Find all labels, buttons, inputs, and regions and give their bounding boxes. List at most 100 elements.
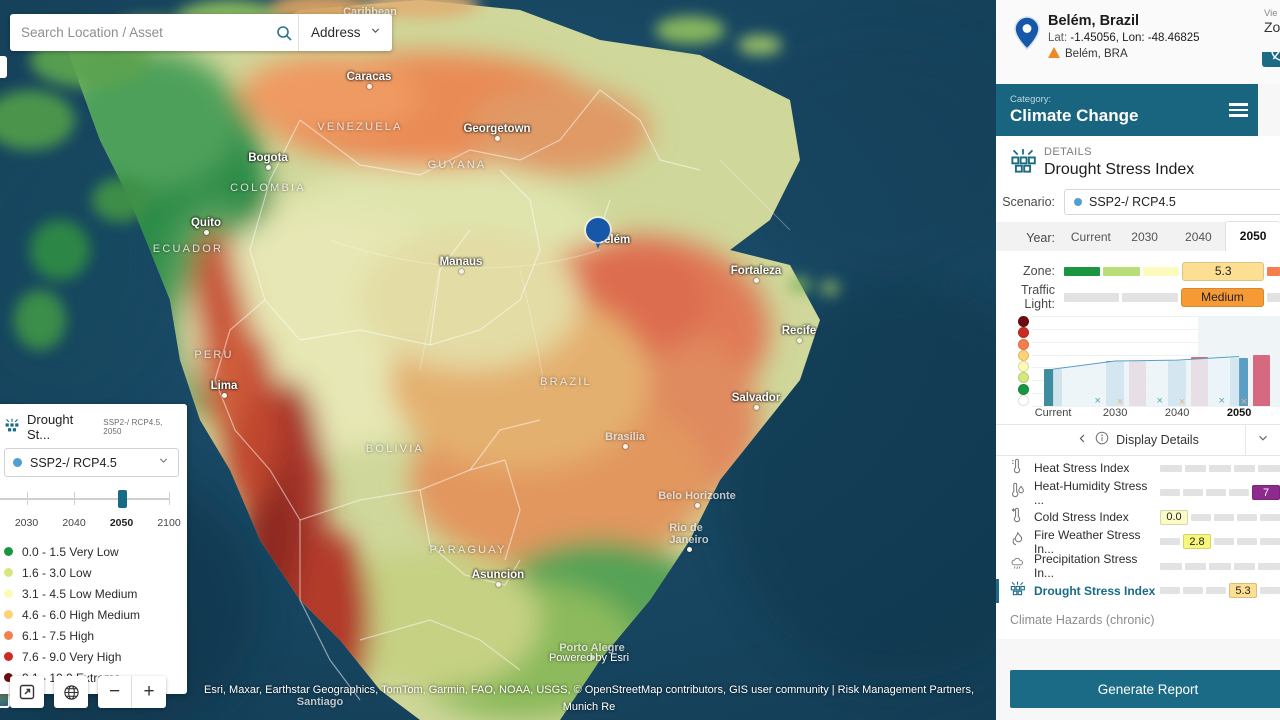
chevron-left-icon[interactable] xyxy=(1077,431,1088,449)
zoom-out-button[interactable]: − xyxy=(98,676,132,708)
chart-scale-dots xyxy=(1018,316,1030,406)
hamburger-menu-icon[interactable] xyxy=(1229,103,1248,117)
chevron-down-icon[interactable] xyxy=(1256,431,1270,450)
index-row[interactable]: Heat-Humidity Stress ... 7 xyxy=(996,479,1280,507)
legend-item[interactable]: 3.1 - 4.5 Low Medium xyxy=(4,583,179,604)
index-row[interactable]: Fire Weather Stress In... 2.8 xyxy=(996,528,1280,556)
location-alert-label: Belém, BRA xyxy=(1065,48,1128,60)
chart-gridline xyxy=(1032,354,1280,356)
legend-item-label: 0.0 - 1.5 Very Low xyxy=(22,544,119,559)
chart-gridline xyxy=(1032,341,1280,343)
legend-item-label: 4.6 - 6.0 High Medium xyxy=(22,607,141,622)
search-type-select[interactable]: Address xyxy=(299,24,392,42)
expand-icon[interactable] xyxy=(10,676,44,708)
chart-bar xyxy=(1252,354,1271,406)
index-bar-segment xyxy=(1258,464,1280,472)
legend-item[interactable]: 4.6 - 6.0 High Medium xyxy=(4,604,179,625)
index-bar-segment xyxy=(1206,489,1226,497)
year-tab-2040[interactable]: 2040 xyxy=(1185,230,1212,244)
map-city-dot xyxy=(495,136,500,141)
chart-scale-dot xyxy=(1018,316,1029,327)
map-location-pin[interactable] xyxy=(586,218,610,250)
scenario-label: Scenario: xyxy=(1002,195,1055,209)
index-row[interactable]: Precipitation Stress In... xyxy=(996,552,1280,580)
display-details-bar[interactable]: Display Details xyxy=(996,424,1280,456)
year-tab-2050[interactable]: 2050 xyxy=(1225,221,1280,251)
legend-items: 0.0 - 1.5 Very Low 1.6 - 3.0 Low 3.1 - 4.5… xyxy=(0,533,187,688)
index-bar: 0.0 xyxy=(1160,505,1280,530)
coords-prefix: Lat: xyxy=(1048,32,1071,44)
legend-swatch xyxy=(4,610,13,619)
legend-item[interactable]: 1.6 - 3.0 Low xyxy=(4,562,179,583)
traffic-light-row: Traffic Light: Medium xyxy=(996,283,1280,311)
search-bar[interactable]: Address xyxy=(10,14,392,51)
index-bar xyxy=(1160,554,1280,579)
legend-swatch xyxy=(4,631,13,640)
slider-year-label-2030[interactable]: 2030 xyxy=(14,517,39,529)
zone-label: Zone: xyxy=(1023,264,1055,278)
chart-x-label[interactable]: 2040 xyxy=(1164,407,1190,419)
map-city-dot xyxy=(797,338,802,343)
legend-year-labels: Current2030204020502100 xyxy=(0,517,181,533)
chart-marker-icon: × xyxy=(1094,395,1101,407)
index-bar-segment xyxy=(1183,489,1203,497)
slider-year-label-2100[interactable]: 2100 xyxy=(157,517,181,529)
index-row[interactable]: Cold Stress Index 0.0 xyxy=(996,505,1280,530)
location-name: Belém, Brazil xyxy=(1048,13,1140,29)
year-tab-current[interactable]: Current xyxy=(1070,230,1111,244)
search-input[interactable] xyxy=(21,25,270,40)
index-bar-segment xyxy=(1184,464,1207,472)
info-icon[interactable] xyxy=(1095,431,1109,450)
chart-x-label[interactable]: Current xyxy=(1034,407,1072,419)
legend-item[interactable]: 6.1 - 7.5 High xyxy=(4,625,179,646)
index-row[interactable]: Drought Stress Index 5.3 xyxy=(996,578,1280,603)
chart-marker-icon: × xyxy=(1240,396,1248,408)
index-row[interactable]: Heat Stress Index xyxy=(996,456,1280,481)
chart-plot-area xyxy=(1032,316,1280,407)
pin-tail xyxy=(593,235,603,249)
search-input-wrapper[interactable] xyxy=(10,14,298,51)
search-icon[interactable] xyxy=(270,25,298,41)
legend-year-slider[interactable] xyxy=(0,489,179,517)
chart-marker-icon: × xyxy=(1116,396,1124,408)
view-selector[interactable]: Vie Zo xyxy=(1258,0,1280,52)
map-city-dot xyxy=(590,655,595,660)
coords-value: -1.45056, Lon: -48.46825 xyxy=(1070,32,1200,44)
index-bar-segment xyxy=(1209,464,1231,472)
chart-x-label[interactable]: 2050 xyxy=(1226,407,1252,419)
zoom-controls: − + xyxy=(98,676,166,708)
slider-track[interactable] xyxy=(0,498,169,500)
index-bar-segment xyxy=(1237,513,1257,521)
view-value: Zo xyxy=(1264,19,1280,35)
map-city-dot xyxy=(687,547,692,552)
details-header: DETAILS Drought Stress Index xyxy=(996,146,1280,186)
zone-segment xyxy=(1267,266,1280,276)
left-panel-collapse-tab[interactable] xyxy=(0,56,7,78)
location-alert: Belém, BRA xyxy=(1048,47,1200,61)
hazards-section-label: Climate Hazards (chronic) xyxy=(996,603,1280,639)
legend-item[interactable]: 0.0 - 1.5 Very Low xyxy=(4,541,179,562)
location-coordinates: Lat: -1.45056, Lon: -48.46825 xyxy=(1048,32,1200,44)
legend-subtitle: SSP2-/ RCP4.5, 2050 xyxy=(103,418,163,436)
year-tab-2030[interactable]: 2030 xyxy=(1131,230,1158,244)
chart-gridline xyxy=(1032,316,1280,317)
drought-icon xyxy=(1010,146,1044,179)
slider-year-label-2050[interactable]: 2050 xyxy=(109,517,134,529)
chart-scale-dot xyxy=(1018,338,1029,350)
slider-year-label-2040[interactable]: 2040 xyxy=(62,517,86,529)
scenario-select[interactable]: SSP2-/ RCP4.5 xyxy=(1064,189,1280,215)
legend-scenario-select[interactable]: SSP2-/ RCP4.5 xyxy=(4,448,179,477)
zoom-in-button[interactable]: + xyxy=(143,681,155,702)
chart-x-axis: Current 2030 × × 2040 × × 2050 × × xyxy=(1032,396,1280,422)
slider-thumb[interactable] xyxy=(117,490,127,508)
chart-scale-dot xyxy=(1018,327,1029,339)
generate-report-button[interactable]: Generate Report xyxy=(1010,670,1280,708)
chart-x-label[interactable]: 2030 xyxy=(1102,407,1128,419)
legend-item[interactable]: 7.6 - 9.0 Very High xyxy=(4,646,179,667)
globe-icon[interactable] xyxy=(54,676,88,708)
chart-scale-dot xyxy=(1018,395,1029,406)
warning-icon xyxy=(1048,47,1060,61)
projection-chart[interactable]: Current 2030 × × 2040 × × 2050 × × xyxy=(996,312,1280,424)
chart-gridline xyxy=(1032,328,1280,330)
index-bar-segment xyxy=(1260,513,1280,521)
